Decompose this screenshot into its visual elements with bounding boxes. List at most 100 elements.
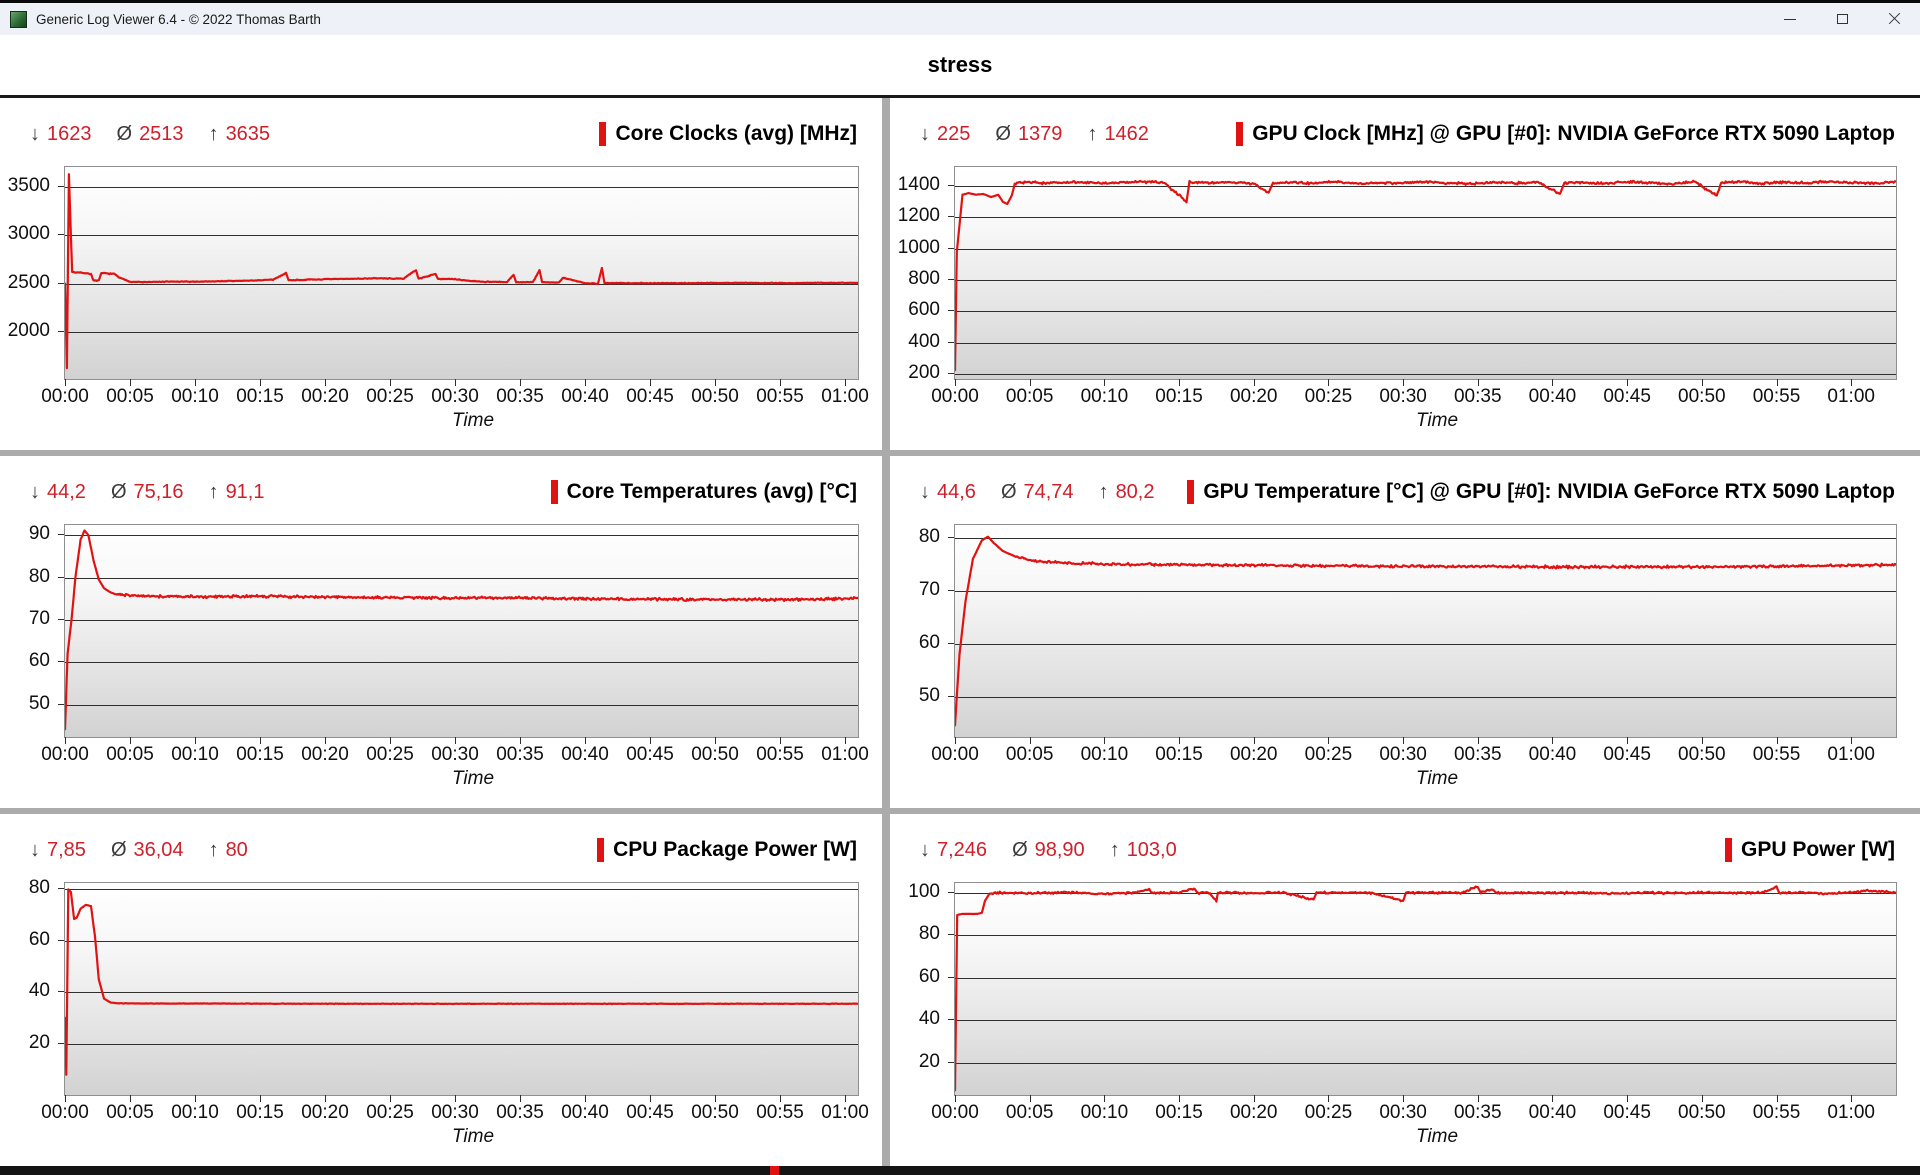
x-tick-mark xyxy=(1328,379,1330,386)
gridline xyxy=(65,992,858,994)
avg-stat: Ø 36,04 xyxy=(111,839,184,862)
x-tick-mark xyxy=(1029,379,1031,386)
max-stat-value: 91,1 xyxy=(225,480,265,503)
y-tick-mark xyxy=(948,247,954,249)
series-color-marker xyxy=(1236,122,1244,146)
y-tick-mark xyxy=(948,536,954,538)
x-tick-mark xyxy=(130,1095,131,1102)
min-stat-value: 1623 xyxy=(47,122,92,145)
x-tick-mark xyxy=(650,1095,651,1102)
y-tick-label: 800 xyxy=(908,268,940,290)
x-tick-label: 00:50 xyxy=(1678,386,1726,407)
chart-title: Core Clocks (avg) [MHz] xyxy=(599,122,857,146)
x-tick-label: 00:15 xyxy=(236,744,284,765)
y-tick-mark xyxy=(58,330,64,332)
x-tick-mark xyxy=(195,737,196,744)
gridline xyxy=(65,577,858,579)
x-axis-ticks: 00:00 00:05 00:10 00:15 00:20 00:25 00:30 00:35… xyxy=(0,378,882,410)
x-tick-label: 00:45 xyxy=(1603,744,1651,765)
chart-header-core-temperatures: ↓ 44,2 Ø 75,16 ↑ 91,1 Core Temperatures (avg) … xyxy=(0,472,882,512)
x-tick-mark xyxy=(1104,1095,1106,1102)
series-line-cpu-package-power xyxy=(65,888,858,1076)
y-tick-label: 200 xyxy=(908,361,940,383)
app-icon xyxy=(10,10,27,28)
chart-panel-core-temperatures: ↓ 44,2 Ø 75,16 ↑ 91,1 Core Temperatures (avg) … xyxy=(0,456,882,808)
y-tick-label: 40 xyxy=(918,1008,940,1030)
y-tick-mark xyxy=(948,589,954,591)
x-tick-label: 00:50 xyxy=(1678,744,1726,765)
max-stat: ↑ 80,2 xyxy=(1099,481,1155,504)
row-divider xyxy=(0,450,1920,456)
x-tick-label: 00:05 xyxy=(106,1102,154,1123)
gridline xyxy=(65,619,858,621)
gridline xyxy=(65,535,858,537)
y-tick-label: 600 xyxy=(908,299,940,321)
plot-area-core-clocks[interactable] xyxy=(64,166,859,380)
x-tick-label: 00:40 xyxy=(561,386,609,407)
x-tick-mark xyxy=(260,737,261,744)
x-tick-mark xyxy=(1253,737,1255,744)
x-tick-label: 00:30 xyxy=(431,1102,479,1123)
y-tick-mark xyxy=(948,310,954,312)
plot-area-gpu-temperature[interactable] xyxy=(954,524,1897,738)
avg-stat-value: 75,16 xyxy=(133,480,184,503)
x-tick-mark xyxy=(1701,737,1703,744)
avg-stat: Ø 1379 xyxy=(995,123,1062,146)
chart-header-gpu-power: ↓ 7,246 Ø 98,90 ↑ 103,0 GPU Power [W] xyxy=(890,830,1920,870)
x-tick-mark xyxy=(325,737,326,744)
y-tick-mark xyxy=(948,976,954,978)
x-tick-label: 01:00 xyxy=(821,386,869,407)
x-tick-label: 00:50 xyxy=(1678,1102,1726,1123)
x-tick-label: 00:10 xyxy=(171,386,219,407)
plot-area-core-temperatures[interactable] xyxy=(64,524,859,738)
gridline xyxy=(955,1020,1896,1022)
plot-area-gpu-clock[interactable] xyxy=(954,166,1897,380)
y-tick-mark xyxy=(948,642,954,644)
max-stat-value: 103,0 xyxy=(1126,838,1177,861)
cut-off-content-strip xyxy=(0,1166,1920,1175)
minimize-button[interactable] xyxy=(1764,3,1816,35)
x-tick-mark xyxy=(1552,379,1554,386)
x-tick-label: 00:05 xyxy=(1005,386,1054,407)
chart-title-text: CPU Package Power [W] xyxy=(613,838,857,861)
x-tick-mark xyxy=(1627,379,1629,386)
y-tick-label: 50 xyxy=(28,692,50,714)
min-symbol-icon: ↓ xyxy=(920,122,930,145)
x-tick-label: 00:15 xyxy=(1155,744,1203,765)
gridline xyxy=(65,940,858,942)
gridline xyxy=(65,662,858,664)
y-tick-mark xyxy=(948,341,954,343)
chart-panel-gpu-power: ↓ 7,246 Ø 98,90 ↑ 103,0 GPU Power [W] 20 40 60 80 1… xyxy=(890,814,1920,1166)
max-symbol-icon: ↑ xyxy=(1098,480,1109,503)
max-stat: ↑ 1462 xyxy=(1087,123,1149,146)
x-tick-label: 00:35 xyxy=(496,386,544,407)
page-title: stress xyxy=(927,52,993,77)
x-tick-mark xyxy=(1253,1095,1255,1102)
avg-stat: Ø 98,90 xyxy=(1012,839,1085,862)
x-tick-label: 00:10 xyxy=(1080,744,1129,765)
gridline xyxy=(955,537,1896,539)
x-tick-label: 00:00 xyxy=(41,386,89,407)
plot-zone: 50 60 70 80 90 xyxy=(0,523,882,738)
x-tick-mark xyxy=(1477,379,1479,386)
x-tick-mark xyxy=(1552,737,1554,744)
x-tick-label: 00:45 xyxy=(1603,386,1651,407)
x-tick-label: 00:00 xyxy=(931,744,979,765)
y-tick-mark xyxy=(58,888,64,890)
series-color-marker xyxy=(1724,838,1732,862)
chart-stats: ↓ 225 Ø 1379 ↑ 1462 xyxy=(920,123,1165,146)
avg-stat-value: 98,90 xyxy=(1034,838,1085,861)
maximize-button[interactable] xyxy=(1816,3,1868,35)
x-tick-label: 00:25 xyxy=(1304,744,1353,765)
max-stat-value: 1462 xyxy=(1104,122,1149,145)
minimize-icon xyxy=(1784,18,1796,20)
gridline xyxy=(65,1043,858,1045)
max-symbol-icon: ↑ xyxy=(208,838,219,861)
plot-area-gpu-power[interactable] xyxy=(954,882,1897,1096)
y-tick-mark xyxy=(58,618,64,620)
plot-area-cpu-package-power[interactable] xyxy=(64,882,859,1096)
close-button[interactable] xyxy=(1868,3,1920,35)
gridline xyxy=(955,311,1896,313)
min-stat: ↓ 7,246 xyxy=(920,839,987,862)
